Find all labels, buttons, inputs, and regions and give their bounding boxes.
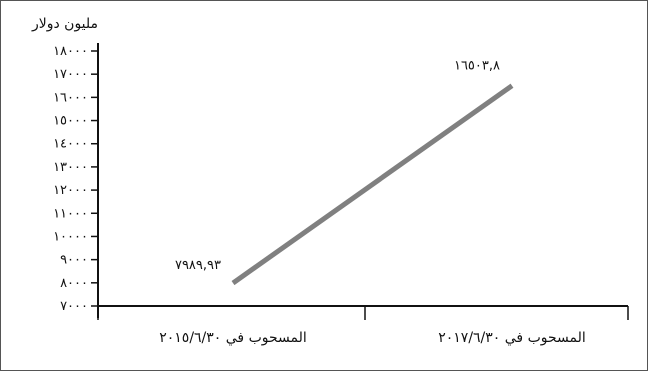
y-tick-label: ١٣٠٠٠ [53,160,88,175]
x-axis: المسحوب في ٢٠١٥/٦/٣٠ المسحوب في ٢٠١٧/٦/٣٠ [97,305,629,346]
data-label: ١٦٥٠٣,٨ [454,59,500,74]
series: ٧٩٨٩,٩٣ ١٦٥٠٣,٨ [175,59,514,286]
y-tick-label: ١٦٠٠٠ [53,90,88,105]
y-tick-label: ١١٠٠٠ [53,206,88,221]
data-label: ٧٩٨٩,٩٣ [175,258,221,273]
y-tick-label: ١٧٠٠٠ [53,67,88,82]
y-axis-title: مليون دولار [31,16,98,32]
series-line [231,83,514,286]
x-category-label: المسحوب في ٢٠١٧/٦/٣٠ [438,330,586,346]
y-tick-label: ١٥٠٠٠ [53,114,88,129]
y-tick-label: ١٢٠٠٠ [53,183,88,198]
y-tick-label: ٧٠٠٠ [60,299,88,314]
y-tick-label: ٩٠٠٠ [60,253,88,268]
y-tick-label: ٨٠٠٠ [60,276,88,291]
y-axis: ٧٠٠٠ ٨٠٠٠ ٩٠٠٠ ١٠٠٠٠ ١١٠٠٠ ١٢٠٠٠ ١٣٠٠٠ ١٤٠٠٠ ١٥٠… [53,43,99,318]
y-tick-label: ١٤٠٠٠ [53,137,88,152]
y-tick-label: ١٨٠٠٠ [53,44,88,59]
y-tick-label: ١٠٠٠٠ [53,229,88,244]
x-category-label: المسحوب في ٢٠١٥/٦/٣٠ [159,330,307,346]
